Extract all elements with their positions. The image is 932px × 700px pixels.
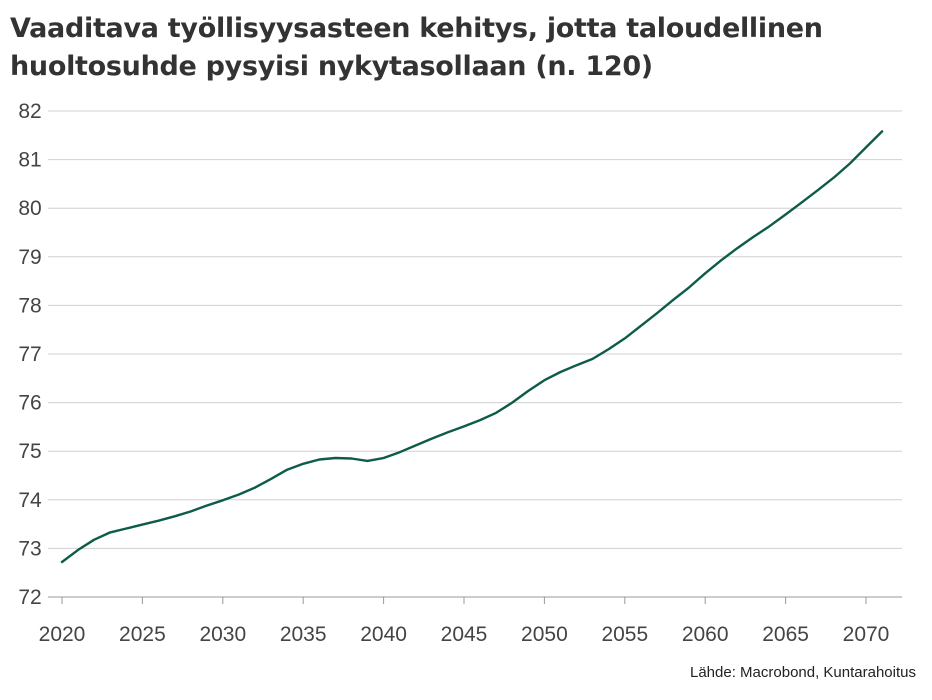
y-tick-label-77: 77 xyxy=(18,343,41,366)
y-tick-label-73: 73 xyxy=(18,537,41,560)
chart-title-line-2: huoltosuhde pysyisi nykytasollaan (n. 12… xyxy=(10,51,653,82)
x-axis: 2020 2025 2030 2035 2040 2045 2050 2055 2060 2065… xyxy=(39,596,902,646)
y-tick-label-72: 72 xyxy=(18,586,41,609)
y-tick-label-80: 80 xyxy=(18,197,41,220)
y-tick-label-75: 75 xyxy=(18,440,41,463)
x-tick-label-2055: 2055 xyxy=(601,623,648,646)
x-tick-label-2020: 2020 xyxy=(39,623,86,646)
y-axis-ticks: 72 73 74 75 76 77 78 79 80 81 82 xyxy=(18,100,42,609)
y-tick-label-78: 78 xyxy=(18,294,41,317)
y-tick-label-79: 79 xyxy=(18,246,41,269)
x-tick-label-2040: 2040 xyxy=(360,623,407,646)
chart-title-line-1: Vaaditava työllisyysasteen kehitys, jott… xyxy=(10,13,823,44)
grid-lines xyxy=(48,110,902,549)
y-tick-label-76: 76 xyxy=(18,392,41,415)
x-tick-label-2035: 2035 xyxy=(280,623,327,646)
x-tick-label-2050: 2050 xyxy=(521,623,568,646)
series-line xyxy=(60,130,884,564)
x-tick-label-2065: 2065 xyxy=(762,623,809,646)
x-tick-label-2030: 2030 xyxy=(199,623,246,646)
y-tick-label-82: 82 xyxy=(18,100,41,123)
chart-title: Vaaditava työllisyysasteen kehitys, jott… xyxy=(10,10,910,86)
y-tick-label-81: 81 xyxy=(18,149,41,172)
series-group xyxy=(60,130,884,564)
x-tick-label-2070: 2070 xyxy=(843,623,890,646)
x-tick-label-2045: 2045 xyxy=(441,623,488,646)
x-tick-label-2060: 2060 xyxy=(682,623,729,646)
x-tick-label-2025: 2025 xyxy=(119,623,166,646)
y-tick-label-74: 74 xyxy=(18,489,42,512)
source-note: Lähde: Macrobond, Kuntarahoitus xyxy=(690,664,916,681)
